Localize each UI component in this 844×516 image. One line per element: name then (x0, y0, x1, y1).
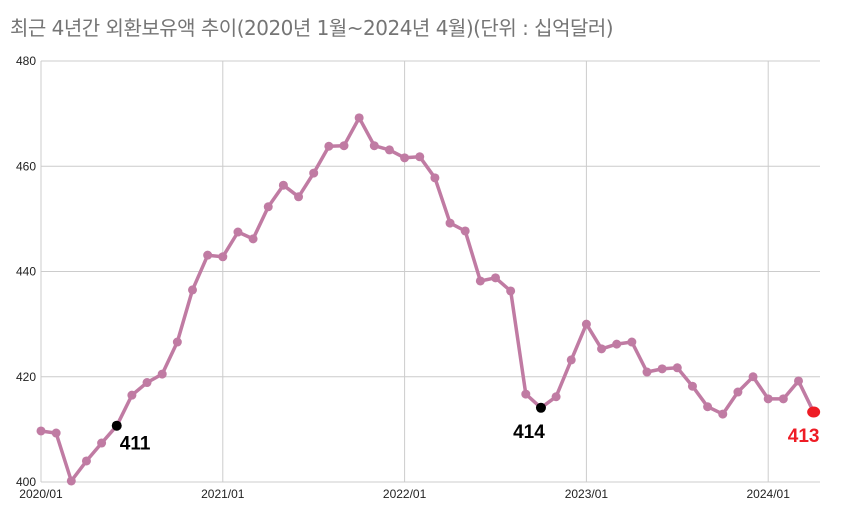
axis-labels: 400 420 440 460 480 2020/01 2021/01 2022/01 2023… (16, 54, 790, 501)
data-point (491, 273, 500, 283)
x-tick-label: 2021/01 (201, 487, 245, 501)
x-tick-label: 2022/01 (383, 487, 427, 501)
data-point (324, 141, 334, 151)
data-point (521, 389, 531, 399)
data-point (172, 337, 182, 347)
data-point (51, 428, 61, 438)
y-tick-label: 420 (16, 370, 36, 384)
highlight-point-marker (535, 402, 546, 413)
x-tick-label: 2024/01 (747, 487, 791, 501)
data-point (278, 180, 288, 190)
data-point (551, 392, 561, 402)
annotation-label: 411 (120, 434, 151, 455)
data-point (642, 367, 652, 377)
data-point (460, 226, 470, 236)
data-point (263, 202, 273, 212)
latest-point-marker (807, 406, 821, 418)
data-point (400, 153, 410, 163)
annotations: 411 414 413 (111, 402, 821, 455)
data-point (687, 381, 697, 391)
data-point (384, 145, 394, 155)
data-point (415, 152, 425, 162)
data-point (127, 390, 137, 400)
data-point (581, 319, 591, 329)
data-point (66, 476, 76, 486)
x-tick-label: 2023/01 (565, 487, 609, 501)
y-tick-label: 460 (16, 159, 36, 173)
data-point (339, 141, 349, 151)
data-line (40, 116, 816, 483)
data-point (248, 234, 258, 244)
y-tick-label: 440 (16, 265, 36, 279)
data-point (612, 339, 622, 349)
chart-title: 최근 4년간 외환보유액 추이(2020년 1월~2024년 4월)(단위 : … (10, 16, 614, 40)
data-point (566, 355, 576, 365)
data-point (763, 394, 773, 404)
data-point (748, 372, 758, 382)
data-point (203, 250, 213, 260)
data-point (718, 409, 728, 419)
data-point (657, 364, 667, 374)
data-points (36, 113, 803, 486)
data-point (733, 387, 743, 397)
data-point (188, 285, 197, 295)
data-point (157, 369, 167, 379)
data-point (233, 227, 243, 237)
data-point (703, 402, 713, 412)
data-point (97, 438, 107, 448)
x-tick-label: 2020/01 (19, 487, 63, 501)
data-point (36, 426, 46, 436)
highlight-point-marker (111, 420, 122, 431)
y-tick-label: 400 (16, 475, 36, 489)
data-point (142, 378, 152, 388)
data-point (445, 218, 455, 228)
data-point (354, 113, 364, 123)
data-point (430, 173, 440, 183)
data-point (475, 276, 485, 286)
grid-lines (40, 60, 820, 483)
data-point (506, 286, 516, 296)
data-point (369, 141, 379, 151)
data-point (597, 344, 607, 354)
data-point (794, 376, 803, 386)
annotation-label: 413 (788, 426, 820, 447)
annotation-label: 414 (513, 422, 545, 443)
data-point (672, 363, 682, 373)
data-point (81, 456, 91, 466)
data-point (218, 252, 228, 262)
y-tick-label: 480 (16, 54, 36, 68)
data-point (778, 394, 788, 404)
data-point (309, 168, 319, 178)
data-point (294, 192, 304, 202)
data-point (627, 337, 637, 347)
